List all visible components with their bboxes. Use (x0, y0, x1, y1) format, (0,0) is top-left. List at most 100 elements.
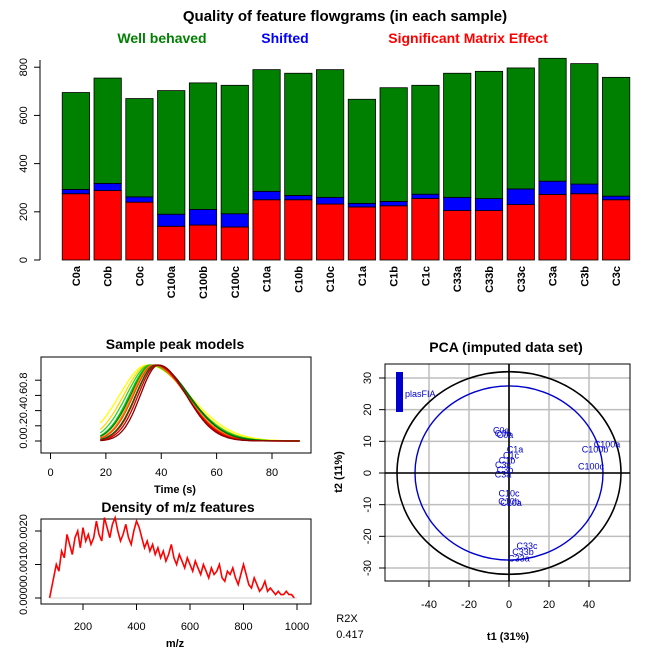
bar-category-label: C10b (293, 266, 305, 293)
bar-chart-panel: Quality of feature flowgrams (in each sa… (18, 8, 631, 299)
bar-segment (411, 84, 440, 195)
density-y-tick-label: 0.0000 (18, 581, 30, 615)
bar-category-label: C33c (516, 266, 528, 292)
bar-category-label: C100a (166, 265, 178, 298)
pca-point-label: C33b (512, 547, 534, 557)
bar-segment (252, 69, 281, 192)
bar-segment (538, 180, 567, 195)
bar-chart-title: Quality of feature flowgrams (in each sa… (183, 8, 507, 25)
bar-category-label: C1a (357, 265, 369, 286)
bar-segment (157, 90, 186, 215)
legend-well-behaved: Well behaved (117, 30, 206, 46)
peak-x-ticks: 0 20 40 60 80 (47, 452, 278, 479)
bar-segment (347, 202, 376, 208)
peak-curves (99, 364, 300, 442)
bar-segment (284, 195, 313, 201)
density-x-tick-label: 400 (127, 621, 145, 633)
bar-segment (347, 98, 376, 204)
bar-segment (125, 196, 154, 203)
bar-segment (443, 196, 472, 212)
bar-segment (93, 190, 122, 261)
bar-category-label: C33b (484, 266, 496, 293)
peak-x-tick-label: 60 (211, 467, 223, 479)
bar-segment (443, 72, 472, 198)
bar-segment (93, 77, 122, 184)
bar-category-label: C10a (262, 265, 274, 292)
pca-point-label: C0a (497, 430, 514, 440)
pca-y-tick-label: 10 (362, 435, 374, 447)
pca-x-tick-label: -40 (421, 599, 437, 611)
density-x-tick-label: 600 (181, 621, 199, 633)
bar-segment (252, 190, 281, 201)
bars (61, 57, 631, 261)
pca-y-tick-label: 0 (362, 470, 374, 476)
pca-point-label: C1a (507, 444, 524, 454)
bar-segment (188, 208, 218, 226)
pca-title: PCA (imputed data set) (429, 339, 583, 355)
pca-point-label: C33a (508, 554, 530, 564)
bar-segment (188, 82, 218, 210)
bar-segment (125, 98, 154, 198)
bar-category-label: C3a (548, 265, 560, 286)
r2x-value: 0.417 (336, 629, 364, 641)
bar-segment (379, 87, 408, 202)
density-x-tick-label: 200 (74, 621, 92, 633)
pca-panel: PCA (imputed data set) C0cC0bC0aC1aC1cC1… (333, 339, 631, 643)
pca-point-label: C1c (503, 451, 520, 461)
bar-segment (220, 84, 249, 215)
bar-segment (411, 198, 440, 261)
bar-segment (125, 201, 154, 261)
peak-y-tick-label: 0.4 (18, 403, 30, 418)
bar-segment (188, 224, 218, 261)
bar-segment (157, 213, 186, 227)
bar-segment (538, 194, 567, 261)
bar-category-label: C100c (230, 266, 242, 298)
density-y-tick-label: 0.0010 (18, 548, 30, 582)
bar-segment (316, 69, 345, 198)
bar-segment (284, 199, 313, 261)
bar-segment (61, 188, 90, 195)
pca-y-tick-label: -30 (362, 560, 374, 576)
bar-segment (284, 72, 313, 196)
pca-point-label: C10c (498, 489, 520, 499)
pca-point-label: C1b (499, 455, 516, 465)
peak-models-frame (40, 356, 312, 454)
density-line (48, 514, 297, 599)
pca-point-label: C100b (582, 444, 609, 454)
pca-xlabel: t1 (31%) (487, 631, 530, 643)
peak-y-tick-label: 0.2 (18, 418, 30, 433)
density-xlabel: m/z (166, 638, 185, 650)
pca-x-tick-label: 0 (506, 599, 512, 611)
peak-y-tick-label: 0.8 (18, 373, 30, 388)
bar-segment (316, 203, 345, 261)
bar-category-label: C0a (71, 265, 83, 286)
bar-segment (93, 182, 122, 192)
bar-x-labels: C0a C0b C0c C100a C100b C100c C10a C10b C10c C1a C… (71, 265, 623, 299)
bar-segment (506, 67, 535, 190)
bar-segment (538, 57, 567, 182)
pca-point-label: C10b (498, 497, 520, 507)
pca-y-tick-label: 30 (362, 372, 374, 384)
bar-segment (316, 196, 345, 205)
bar-y-tick-label: 0 (18, 257, 30, 263)
bar-category-label: C33a (452, 265, 464, 292)
bar-segment (570, 63, 599, 185)
bar-y-tick-label: 200 (18, 203, 30, 221)
peak-y-ticks: 0.00.20.40.60.8 (18, 373, 41, 449)
bar-segment (252, 199, 281, 261)
bar-y-tick-label: 400 (18, 154, 30, 172)
r2x-label: R2X (336, 613, 358, 625)
bar-segment (347, 206, 376, 261)
bar-category-label: C1c (420, 266, 432, 286)
peak-y-tick-label: 0.0 (18, 433, 30, 448)
pca-x-tick-label: -20 (461, 599, 477, 611)
bar-segment (411, 193, 440, 199)
bar-y-ticks: 0 200 400 600 800 (18, 58, 40, 263)
pca-y-ticks: -30 -20 -10 0 10 20 30 (362, 372, 385, 576)
pca-y-tick-label: -20 (362, 528, 374, 544)
pca-ylabel: t2 (11%) (333, 451, 345, 493)
density-y-tick-label: 0.0020 (18, 514, 30, 548)
